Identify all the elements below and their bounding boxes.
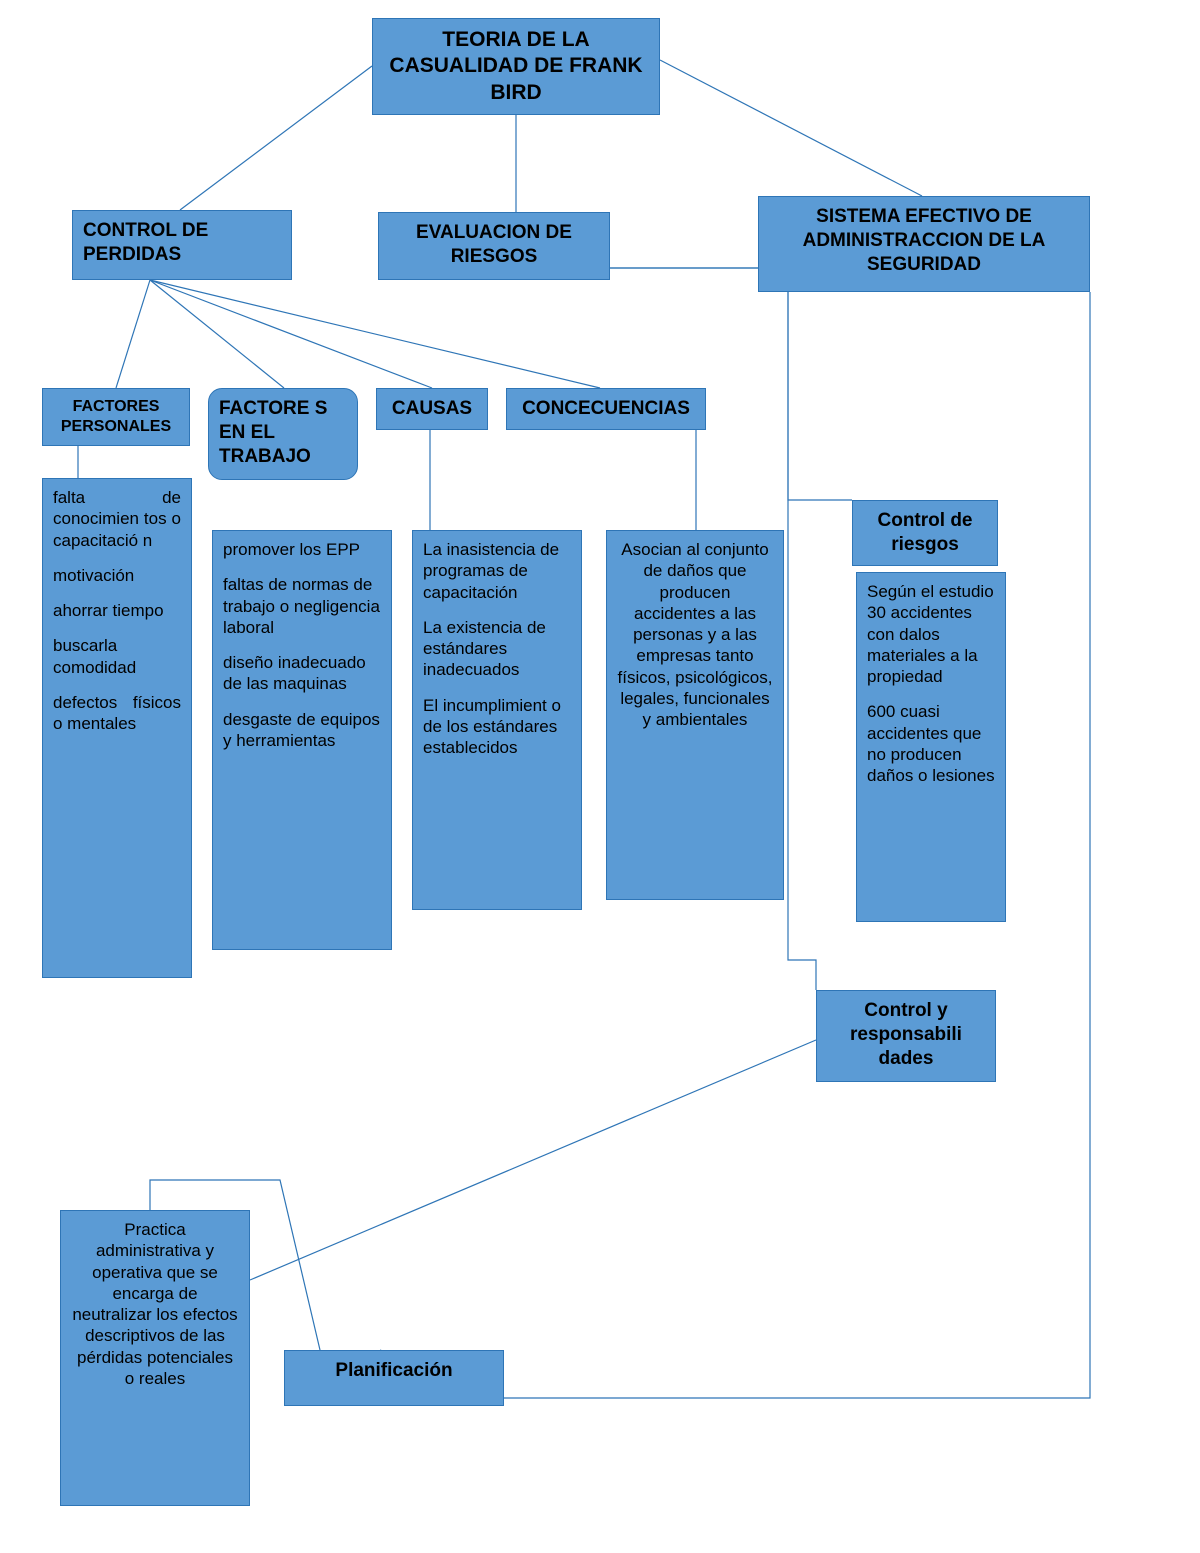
list-item: falta de conocimien tos o capacitació n	[53, 487, 181, 551]
node-control-responsabilidades: Control y responsabili dades	[816, 990, 996, 1082]
node-concecuencias: CONCECUENCIAS	[506, 388, 706, 430]
node-control-perdidas-label: CONTROL DE PERDIDAS	[83, 220, 208, 265]
node-concecuencias-label: CONCECUENCIAS	[522, 398, 690, 419]
node-planificacion-label: Planificación	[335, 1360, 452, 1381]
list-item: El incumplimient o de los estándares est…	[423, 695, 571, 759]
list-item: desgaste de equipos y herramientas	[223, 709, 381, 752]
node-factores-trabajo: FACTORE S EN EL TRABAJO	[208, 388, 358, 480]
box-control-riesgos: Según el estudio 30 accidentes con dalos…	[856, 572, 1006, 922]
list-item: motivación	[53, 565, 181, 586]
list-item: promover los EPP	[223, 539, 381, 560]
list-item: defectos físicos o mentales	[53, 692, 181, 735]
list-item: Asocian al conjunto de daños que produce…	[617, 539, 773, 730]
node-causas-label: CAUSAS	[392, 398, 472, 419]
list-item: faltas de normas de trabajo o negligenci…	[223, 574, 381, 638]
node-control-responsabilidades-label: Control y responsabili dades	[850, 1000, 962, 1069]
list-item: buscarla comodidad	[53, 635, 181, 678]
node-root: TEORIA DE LA CASUALIDAD DE FRANK BIRD	[372, 18, 660, 115]
box-factores-personales: falta de conocimien tos o capacitació n m…	[42, 478, 192, 978]
list-item: diseño inadecuado de las maquinas	[223, 652, 381, 695]
box-factores-trabajo: promover los EPP faltas de normas de trab…	[212, 530, 392, 950]
node-sistema: SISTEMA EFECTIVO DE ADMINISTRACCION DE L…	[758, 196, 1090, 292]
box-concecuencias: Asocian al conjunto de daños que produce…	[606, 530, 784, 900]
node-causas: CAUSAS	[376, 388, 488, 430]
node-sistema-label: SISTEMA EFECTIVO DE ADMINISTRACCION DE L…	[803, 206, 1046, 275]
node-control-riesgos-label: Control de riesgos	[878, 510, 973, 555]
node-planificacion: Planificación	[284, 1350, 504, 1406]
box-practica: Practica administrativa y operativa que …	[60, 1210, 250, 1506]
node-factores-trabajo-label: FACTORE S EN EL TRABAJO	[219, 398, 327, 467]
node-evaluacion-label: EVALUACION DE RIESGOS	[416, 222, 572, 267]
list-item: La inasistencia de programas de capacita…	[423, 539, 571, 603]
list-item: Practica administrativa y operativa que …	[71, 1219, 239, 1389]
node-factores-personales-label: FACTORES PERSONALES	[61, 398, 171, 435]
node-control-riesgos: Control de riesgos	[852, 500, 998, 566]
list-item: ahorrar tiempo	[53, 600, 181, 621]
node-root-label: TEORIA DE LA CASUALIDAD DE FRANK BIRD	[389, 28, 642, 104]
node-evaluacion: EVALUACION DE RIESGOS	[378, 212, 610, 280]
list-item: Según el estudio 30 accidentes con dalos…	[867, 581, 995, 687]
box-causas: La inasistencia de programas de capacita…	[412, 530, 582, 910]
node-control-perdidas: CONTROL DE PERDIDAS	[72, 210, 292, 280]
list-item: La existencia de estándares inadecuados	[423, 617, 571, 681]
list-item: 600 cuasi accidentes que no producen dañ…	[867, 701, 995, 786]
node-factores-personales: FACTORES PERSONALES	[42, 388, 190, 446]
